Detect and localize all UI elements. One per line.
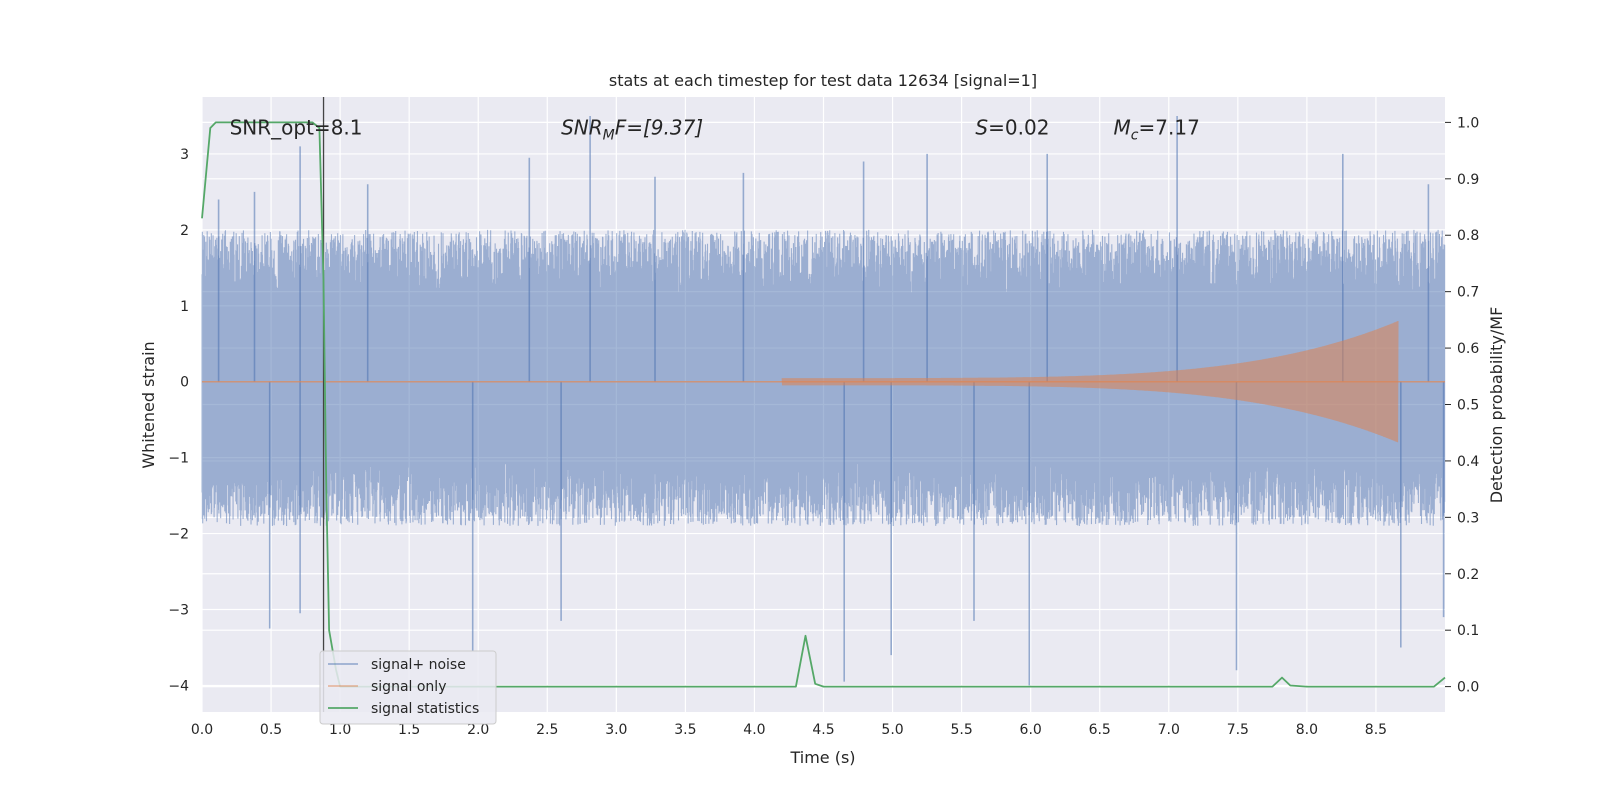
- y-right-axis-label: Detection probability/MF: [1487, 307, 1506, 504]
- x-tick-label: 1.0: [329, 722, 351, 738]
- y-right-tick-label: 0.0: [1457, 680, 1479, 696]
- annotation-main: S: [975, 115, 988, 139]
- annotation-main: SNR_opt=8.1: [230, 115, 363, 139]
- annotation-value: =7.17: [1139, 115, 1200, 139]
- legend-label-signal-only: signal only: [371, 679, 446, 695]
- annotation: SNR_opt=8.1: [230, 115, 363, 139]
- legend: signal+ noise signal only signal statist…: [319, 650, 497, 725]
- chirp-waveform: [781, 320, 1399, 443]
- x-tick-label: 3.5: [674, 722, 696, 738]
- x-tick-label: 4.5: [812, 722, 834, 738]
- x-tick-label: 1.5: [398, 722, 420, 738]
- series-signal-statistics: [201, 121, 1446, 688]
- series-signal-only: [202, 320, 1445, 443]
- x-tick-label: 5.0: [881, 722, 903, 738]
- annotation: SNRMF=[9.37]: [561, 115, 703, 143]
- y-left-tick-label: −4: [168, 678, 189, 694]
- y-right-tick-label: 0.5: [1457, 398, 1479, 414]
- annotation-main: SNR: [561, 115, 603, 139]
- annotation: S=0.02: [975, 115, 1049, 139]
- legend-label-signal-statistics: signal statistics: [371, 701, 479, 717]
- chart-title: stats at each timestep for test data 126…: [609, 71, 1037, 90]
- y-left-tick-label: 1: [180, 299, 189, 315]
- annotation-value: =0.02: [988, 115, 1049, 139]
- y-right-tick-label: 1.0: [1457, 115, 1479, 131]
- legend-label-signal-noise: signal+ noise: [371, 657, 466, 673]
- y-left-axis-ticks: −4 −3 −2 −1 0 1 2 3: [168, 147, 189, 694]
- x-tick-label: 2.0: [467, 722, 489, 738]
- y-left-tick-label: −2: [168, 527, 189, 543]
- y-left-tick-label: −1: [168, 451, 189, 467]
- annotations: SNR_opt=8.1 SNRMF=[9.37] S=0.02 Mc=7.17: [230, 115, 1200, 143]
- y-right-tick-label: 0.3: [1457, 510, 1479, 526]
- y-right-tick-label: 0.6: [1457, 341, 1479, 357]
- y-right-tick-label: 0.8: [1457, 228, 1479, 244]
- x-tick-label: 6.5: [1089, 722, 1111, 738]
- x-tick-label: 3.0: [605, 722, 627, 738]
- annotation-main: M: [1114, 115, 1131, 139]
- x-tick-label: 8.0: [1296, 722, 1318, 738]
- y-right-tick-label: 0.9: [1457, 172, 1479, 188]
- x-tick-label: 8.5: [1365, 722, 1387, 738]
- y-left-tick-label: 2: [180, 223, 189, 239]
- y-left-tick-label: 3: [180, 147, 189, 163]
- y-left-tick-label: −3: [168, 603, 189, 619]
- x-tick-label: 2.5: [536, 722, 558, 738]
- y-right-tick-label: 0.1: [1457, 623, 1479, 639]
- x-tick-label: 0.0: [191, 722, 213, 738]
- x-tick-label: 7.5: [1227, 722, 1249, 738]
- annotation-subscript: c: [1131, 127, 1139, 143]
- x-tick-label: 7.0: [1158, 722, 1180, 738]
- annotation: Mc=7.17: [1114, 115, 1200, 143]
- y-left-axis-label: Whitened strain: [139, 341, 158, 468]
- legend-box: [319, 650, 497, 725]
- y-right-axis-ticks: 0.0 0.1 0.2 0.3 0.4 0.5 0.6 0.7 0.8 0.9 1.0: [1445, 115, 1479, 696]
- x-tick-label: 4.0: [743, 722, 765, 738]
- y-right-tick-label: 0.2: [1457, 567, 1479, 583]
- x-axis-label: Time (s): [789, 748, 855, 767]
- x-tick-label: 5.5: [950, 722, 972, 738]
- annotation-value: F=[9.37]: [615, 115, 703, 139]
- x-tick-label: 6.0: [1020, 722, 1042, 738]
- annotation-subscript: M: [603, 127, 615, 143]
- x-axis-ticks: 0.0 0.5 1.0 1.5 2.0 2.5 3.0 3.5 4.0 4.5 5.0 5.5 6.0 6…: [191, 722, 1387, 738]
- y-right-tick-label: 0.4: [1457, 454, 1479, 470]
- x-tick-label: 0.5: [260, 722, 282, 738]
- y-left-tick-label: 0: [180, 375, 189, 391]
- y-right-tick-label: 0.7: [1457, 285, 1479, 301]
- statistics-line: [201, 121, 1446, 688]
- noise-peaks: [217, 116, 1445, 686]
